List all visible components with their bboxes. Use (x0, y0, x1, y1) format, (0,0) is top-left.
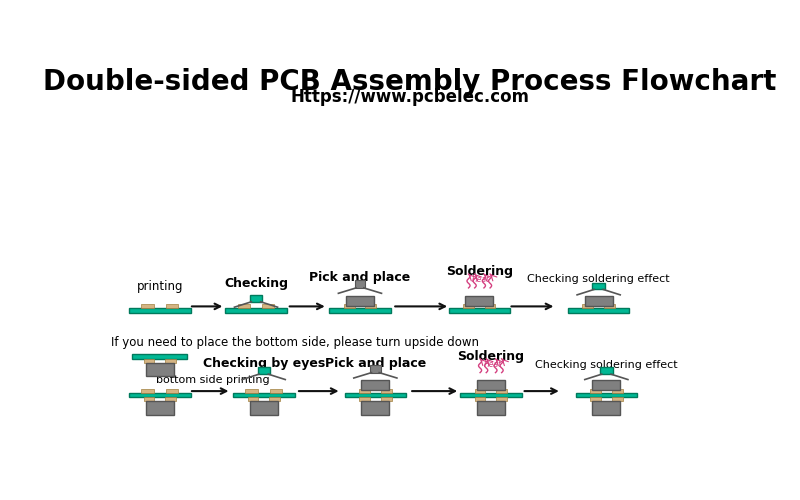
Bar (593, 401, 620, 415)
Bar (593, 282, 605, 290)
Bar (575, 392, 637, 398)
Bar (344, 304, 354, 308)
Text: Double-sided PCB Assembly Process Flowchart: Double-sided PCB Assembly Process Flowch… (43, 68, 777, 96)
Bar (474, 389, 486, 392)
Bar (165, 398, 176, 401)
Bar (143, 398, 154, 401)
Bar (146, 401, 174, 415)
Text: Pick and place: Pick and place (310, 271, 410, 284)
Bar (346, 296, 374, 306)
Bar (129, 392, 190, 398)
Text: Checking soldering effect: Checking soldering effect (527, 274, 670, 284)
Bar (612, 389, 622, 392)
Bar (166, 389, 178, 392)
Bar (359, 398, 370, 401)
Text: Https://www.pcbelec.com: Https://www.pcbelec.com (290, 88, 530, 106)
Bar (269, 398, 280, 401)
Bar (354, 280, 366, 288)
Bar (366, 304, 376, 308)
Bar (132, 354, 187, 359)
Bar (496, 389, 507, 392)
Bar (600, 367, 613, 374)
Bar (166, 304, 178, 308)
Text: If you need to place the bottom side, please turn upside down: If you need to place the bottom side, pl… (111, 336, 479, 349)
Bar (381, 398, 391, 401)
Bar (477, 380, 505, 390)
Bar (362, 380, 390, 390)
Bar (270, 389, 282, 392)
Text: Soldering: Soldering (446, 265, 513, 278)
Bar (233, 392, 294, 398)
Bar (449, 308, 510, 312)
Text: Checking by eyes: Checking by eyes (202, 358, 325, 370)
Bar (143, 359, 154, 362)
Bar (590, 398, 601, 401)
Bar (165, 359, 176, 362)
Bar (477, 401, 505, 415)
Bar (250, 401, 278, 415)
Bar (496, 398, 507, 401)
Bar (568, 308, 630, 312)
Bar (474, 398, 486, 401)
Bar (146, 362, 174, 376)
Text: Pick and place: Pick and place (325, 358, 426, 370)
Bar (238, 304, 250, 308)
Text: bottom side printing: bottom side printing (156, 375, 270, 385)
Bar (129, 308, 190, 312)
Bar (345, 392, 406, 398)
Text: Checking soldering effect: Checking soldering effect (535, 360, 678, 370)
Bar (582, 304, 594, 308)
Bar (604, 304, 615, 308)
Bar (329, 308, 390, 312)
Bar (262, 304, 274, 308)
Bar (359, 389, 370, 392)
Bar (590, 389, 601, 392)
Bar (612, 398, 622, 401)
Bar (460, 392, 522, 398)
Bar (370, 365, 381, 372)
Bar (381, 389, 391, 392)
Bar (226, 308, 287, 312)
Bar (593, 380, 620, 390)
Text: printing: printing (137, 280, 183, 293)
Text: Heat: Heat (472, 275, 490, 284)
Bar (247, 398, 258, 401)
Bar (362, 401, 390, 415)
Bar (246, 389, 258, 392)
Text: Heat: Heat (483, 360, 502, 369)
Bar (142, 389, 154, 392)
Bar (250, 295, 262, 302)
Bar (142, 304, 154, 308)
Bar (463, 304, 474, 308)
Text: Soldering: Soldering (458, 350, 524, 362)
Text: Checking: Checking (224, 277, 288, 290)
Bar (258, 367, 270, 374)
Bar (585, 296, 613, 306)
Bar (466, 296, 493, 306)
Bar (485, 304, 495, 308)
